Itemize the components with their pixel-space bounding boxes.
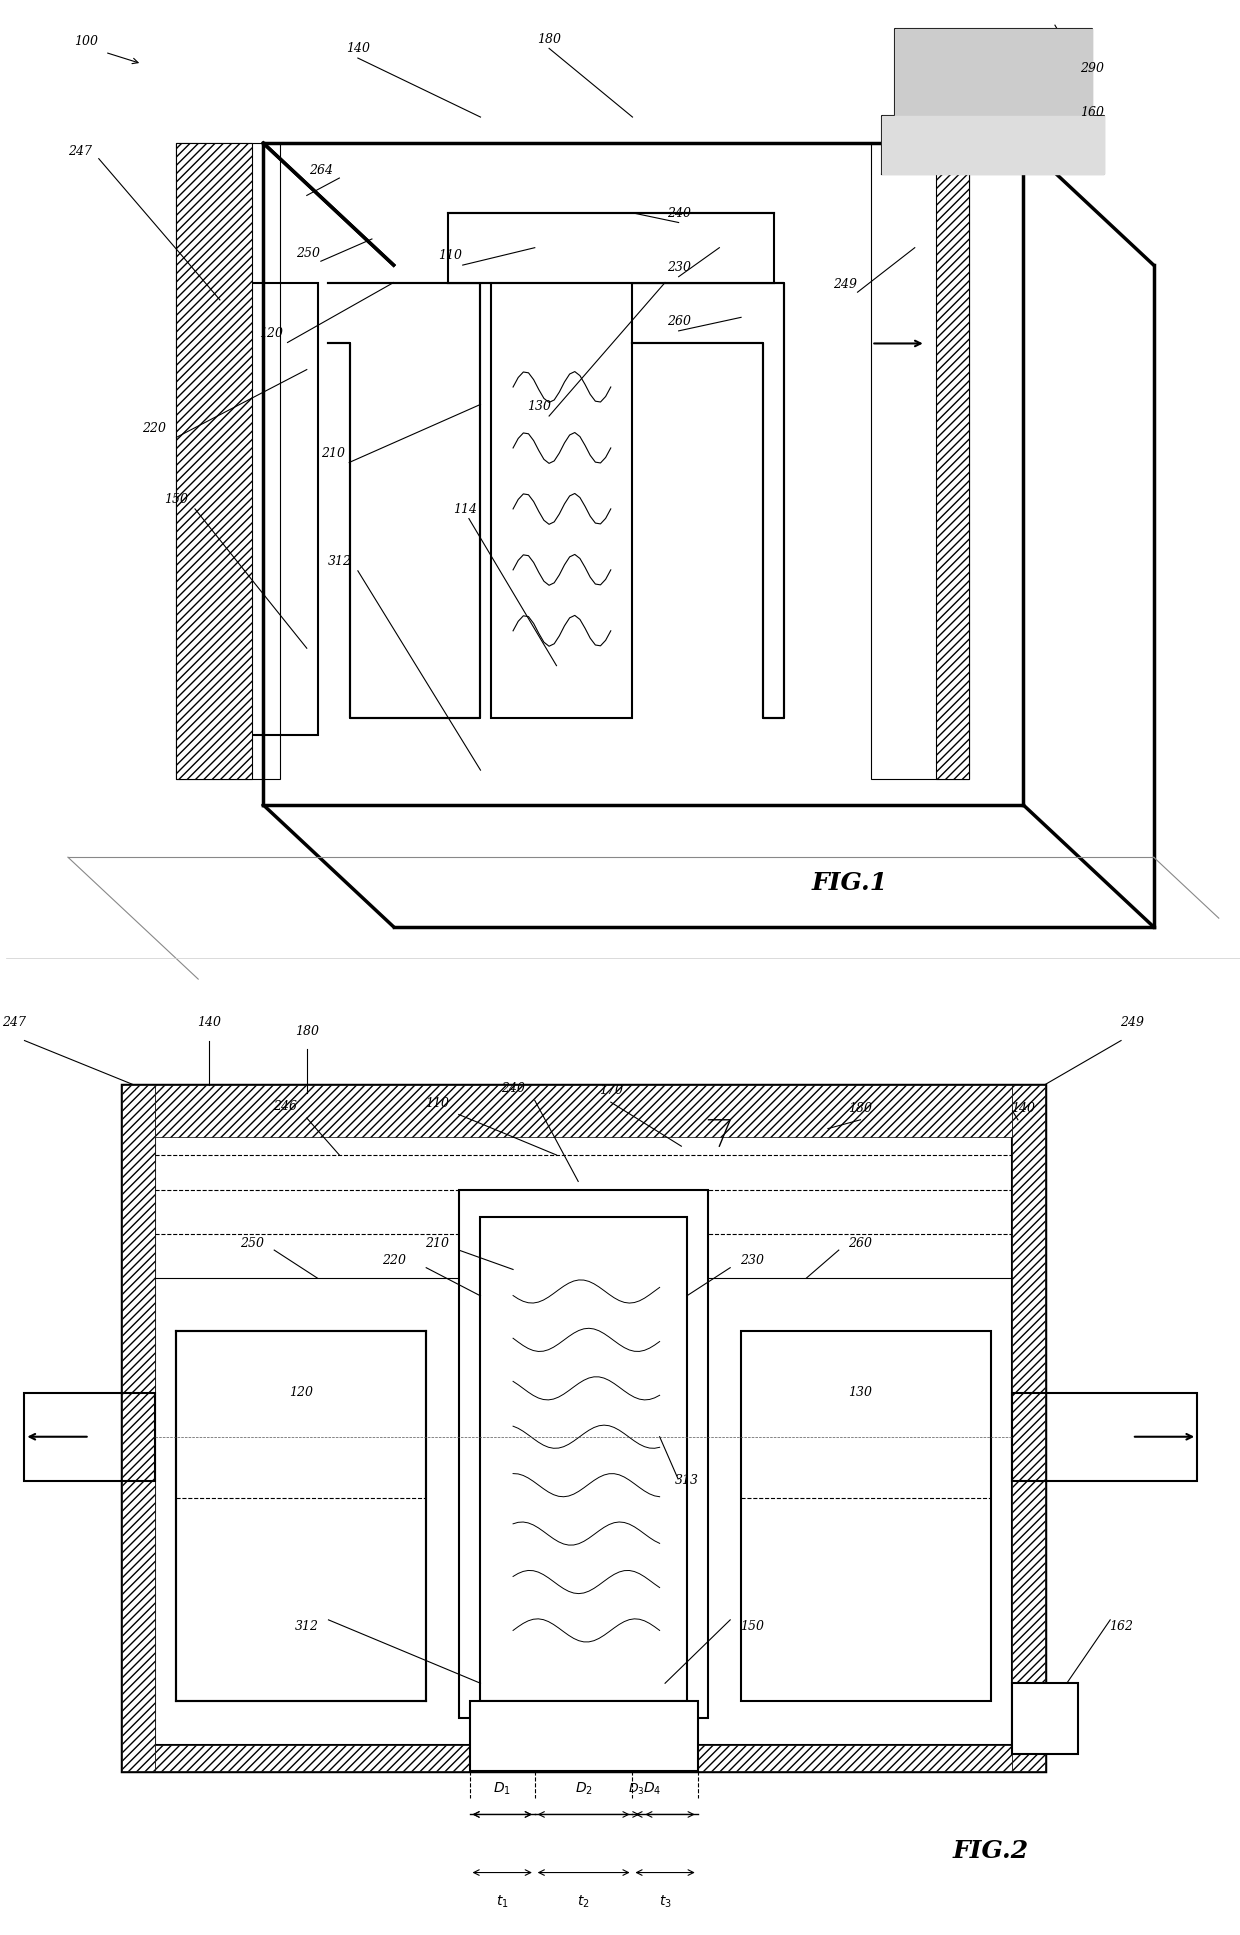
Text: 150: 150 [740, 1620, 764, 1633]
Bar [25, 1393, 155, 1480]
Text: $D_2$: $D_2$ [574, 1780, 593, 1798]
Text: 220: 220 [382, 1254, 405, 1267]
Text: $t_2$: $t_2$ [578, 1892, 590, 1910]
Bar [176, 143, 280, 778]
Bar [155, 1745, 1013, 1771]
Bar [448, 213, 774, 283]
Text: 249: 249 [1120, 1016, 1145, 1029]
Text: 260: 260 [848, 1236, 873, 1250]
Text: 260: 260 [667, 315, 691, 329]
Polygon shape [894, 29, 1092, 116]
Text: 180: 180 [295, 1026, 319, 1039]
Text: 150: 150 [165, 493, 188, 507]
Text: 290: 290 [1080, 62, 1104, 75]
Text: $D_4$: $D_4$ [644, 1780, 661, 1798]
Text: 140: 140 [197, 1016, 221, 1029]
Text: 130: 130 [848, 1385, 873, 1399]
Text: 130: 130 [527, 401, 552, 414]
Text: $t_3$: $t_3$ [658, 1892, 672, 1910]
Bar [1013, 1683, 1078, 1753]
Bar [742, 1331, 991, 1701]
Bar [123, 1084, 1045, 1771]
Text: 162: 162 [1109, 1620, 1133, 1633]
Bar [459, 1190, 708, 1718]
Text: 100: 100 [74, 35, 98, 48]
Bar [242, 283, 317, 735]
Bar [1013, 1393, 1197, 1480]
Text: 180: 180 [848, 1101, 873, 1115]
Text: 313: 313 [675, 1474, 699, 1488]
Bar [155, 1111, 1013, 1745]
Polygon shape [882, 116, 1105, 174]
Text: 120: 120 [289, 1385, 314, 1399]
Text: 250: 250 [296, 248, 320, 261]
Text: 312: 312 [327, 555, 351, 569]
Text: FIG.2: FIG.2 [952, 1838, 1029, 1863]
Text: 110: 110 [425, 1097, 449, 1111]
Bar [176, 143, 253, 778]
Bar [872, 143, 970, 778]
Text: 264: 264 [309, 164, 332, 178]
Text: 247: 247 [68, 145, 92, 159]
Bar [176, 1331, 427, 1701]
Text: 230: 230 [667, 261, 691, 275]
Text: $t_1$: $t_1$ [496, 1892, 508, 1910]
Text: 114: 114 [453, 503, 477, 517]
Polygon shape [329, 283, 480, 718]
Text: 240: 240 [501, 1082, 525, 1095]
Bar [470, 1701, 698, 1771]
Text: 312: 312 [295, 1620, 319, 1633]
Bar [155, 1084, 1013, 1138]
Text: 110: 110 [439, 250, 463, 263]
Bar [123, 1084, 155, 1771]
Text: FIG.1: FIG.1 [811, 871, 888, 896]
Bar [1013, 1084, 1045, 1771]
Text: 210: 210 [321, 447, 345, 461]
Text: 160: 160 [1080, 106, 1104, 120]
Text: $D_3$: $D_3$ [627, 1782, 645, 1798]
Text: 230: 230 [740, 1254, 764, 1267]
Text: 250: 250 [241, 1236, 264, 1250]
Text: 180: 180 [537, 33, 560, 46]
Text: 246: 246 [273, 1101, 298, 1113]
Bar [480, 1217, 687, 1701]
Polygon shape [632, 283, 785, 718]
Text: $D_1$: $D_1$ [494, 1780, 511, 1798]
Text: 240: 240 [667, 207, 691, 221]
Text: 220: 220 [143, 422, 166, 435]
Text: 170: 170 [599, 1084, 622, 1097]
Text: 140: 140 [1012, 1101, 1035, 1115]
Bar [491, 255, 632, 718]
Text: 120: 120 [259, 327, 284, 341]
Text: 247: 247 [1, 1016, 26, 1029]
Text: 210: 210 [425, 1236, 449, 1250]
Bar [936, 143, 970, 778]
Text: 140: 140 [346, 43, 370, 56]
Text: 249: 249 [833, 279, 857, 292]
